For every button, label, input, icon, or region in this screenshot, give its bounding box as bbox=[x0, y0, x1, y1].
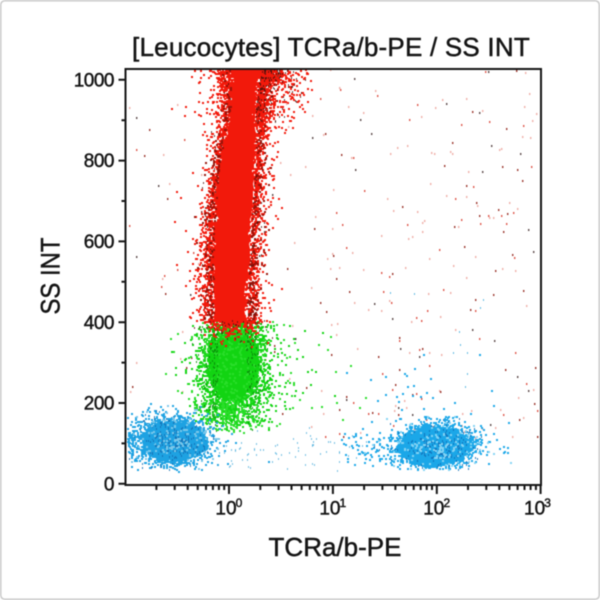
svg-text:200: 200 bbox=[84, 394, 114, 415]
svg-text:800: 800 bbox=[84, 151, 114, 172]
svg-text:600: 600 bbox=[84, 232, 114, 253]
svg-text:3: 3 bbox=[544, 496, 551, 510]
svg-text:0: 0 bbox=[104, 474, 114, 495]
svg-text:[Leucocytes] TCRa/b-PE / SS IN: [Leucocytes] TCRa/b-PE / SS INT bbox=[132, 32, 530, 62]
svg-text:0: 0 bbox=[236, 496, 243, 510]
svg-text:1000: 1000 bbox=[74, 70, 114, 91]
svg-text:TCRa/b-PE: TCRa/b-PE bbox=[269, 532, 402, 562]
svg-text:2: 2 bbox=[443, 496, 450, 510]
svg-text:400: 400 bbox=[84, 313, 114, 334]
svg-text:SS INT: SS INT bbox=[36, 238, 66, 315]
svg-text:10: 10 bbox=[423, 499, 444, 520]
svg-text:10: 10 bbox=[319, 499, 340, 520]
svg-text:10: 10 bbox=[524, 499, 545, 520]
svg-text:1: 1 bbox=[340, 496, 347, 510]
svg-text:10: 10 bbox=[215, 499, 236, 520]
